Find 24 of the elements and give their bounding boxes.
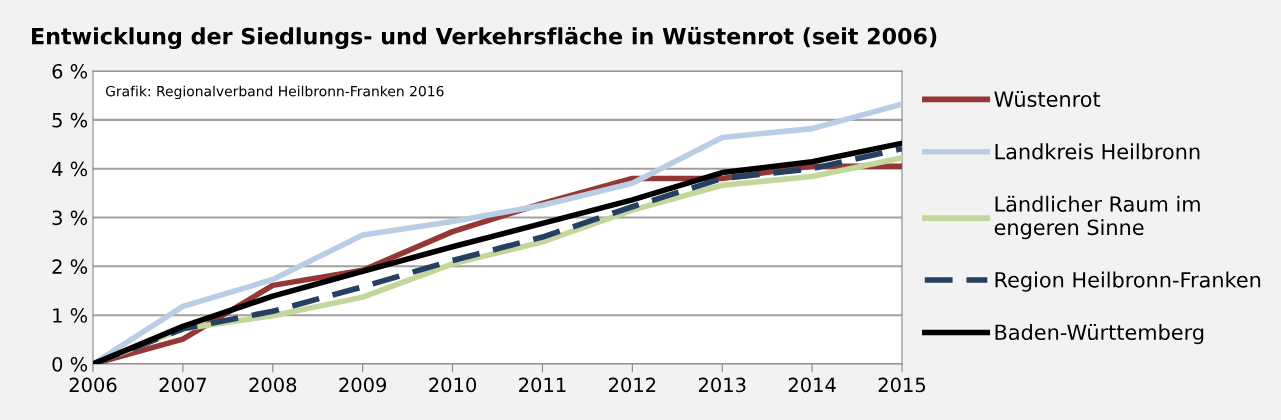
y-tick-label: 2 % — [52, 259, 88, 274]
x-tick-label: 2015 — [878, 377, 926, 393]
x-tick-label: 2011 — [519, 377, 566, 393]
x-tick-label: 2006 — [69, 377, 117, 393]
x-tick-label: 2013 — [698, 377, 746, 393]
y-tick-label: 4 % — [52, 161, 88, 177]
legend-label: Landkreis Heilbronn — [995, 143, 1200, 160]
legend-label: Baden-Württemberg — [995, 323, 1204, 345]
x-tick-label: 2009 — [339, 377, 387, 393]
legend-label: Region Heilbronn-Franken — [995, 271, 1261, 292]
annotation: Grafik: Regionalverband Heilbronn-Franken 2016 — [105, 85, 444, 100]
x-tick-label: 2007 — [159, 377, 206, 393]
y-tick-label: 0 % — [52, 356, 88, 372]
legend-label: Ländlicher Raum im engeren Sinne — [994, 195, 1200, 240]
y-tick-label: 1 % — [53, 308, 88, 323]
chart-title: Entwicklung der Siedlungs- und Verkehrsfläche in Wüstenrot (seit 2006) — [32, 27, 937, 49]
y-tick-label: 6 % — [52, 63, 88, 79]
x-tick-label: 2012 — [609, 377, 656, 393]
y-tick-label: 5 % — [52, 112, 88, 128]
x-tick-label: 2014 — [788, 377, 836, 393]
y-tick-label: 3 % — [52, 210, 88, 226]
legend-label: Wüstenrot — [994, 90, 1101, 107]
x-tick-label: 2010 — [429, 377, 477, 393]
x-tick-label: 2008 — [249, 377, 297, 393]
